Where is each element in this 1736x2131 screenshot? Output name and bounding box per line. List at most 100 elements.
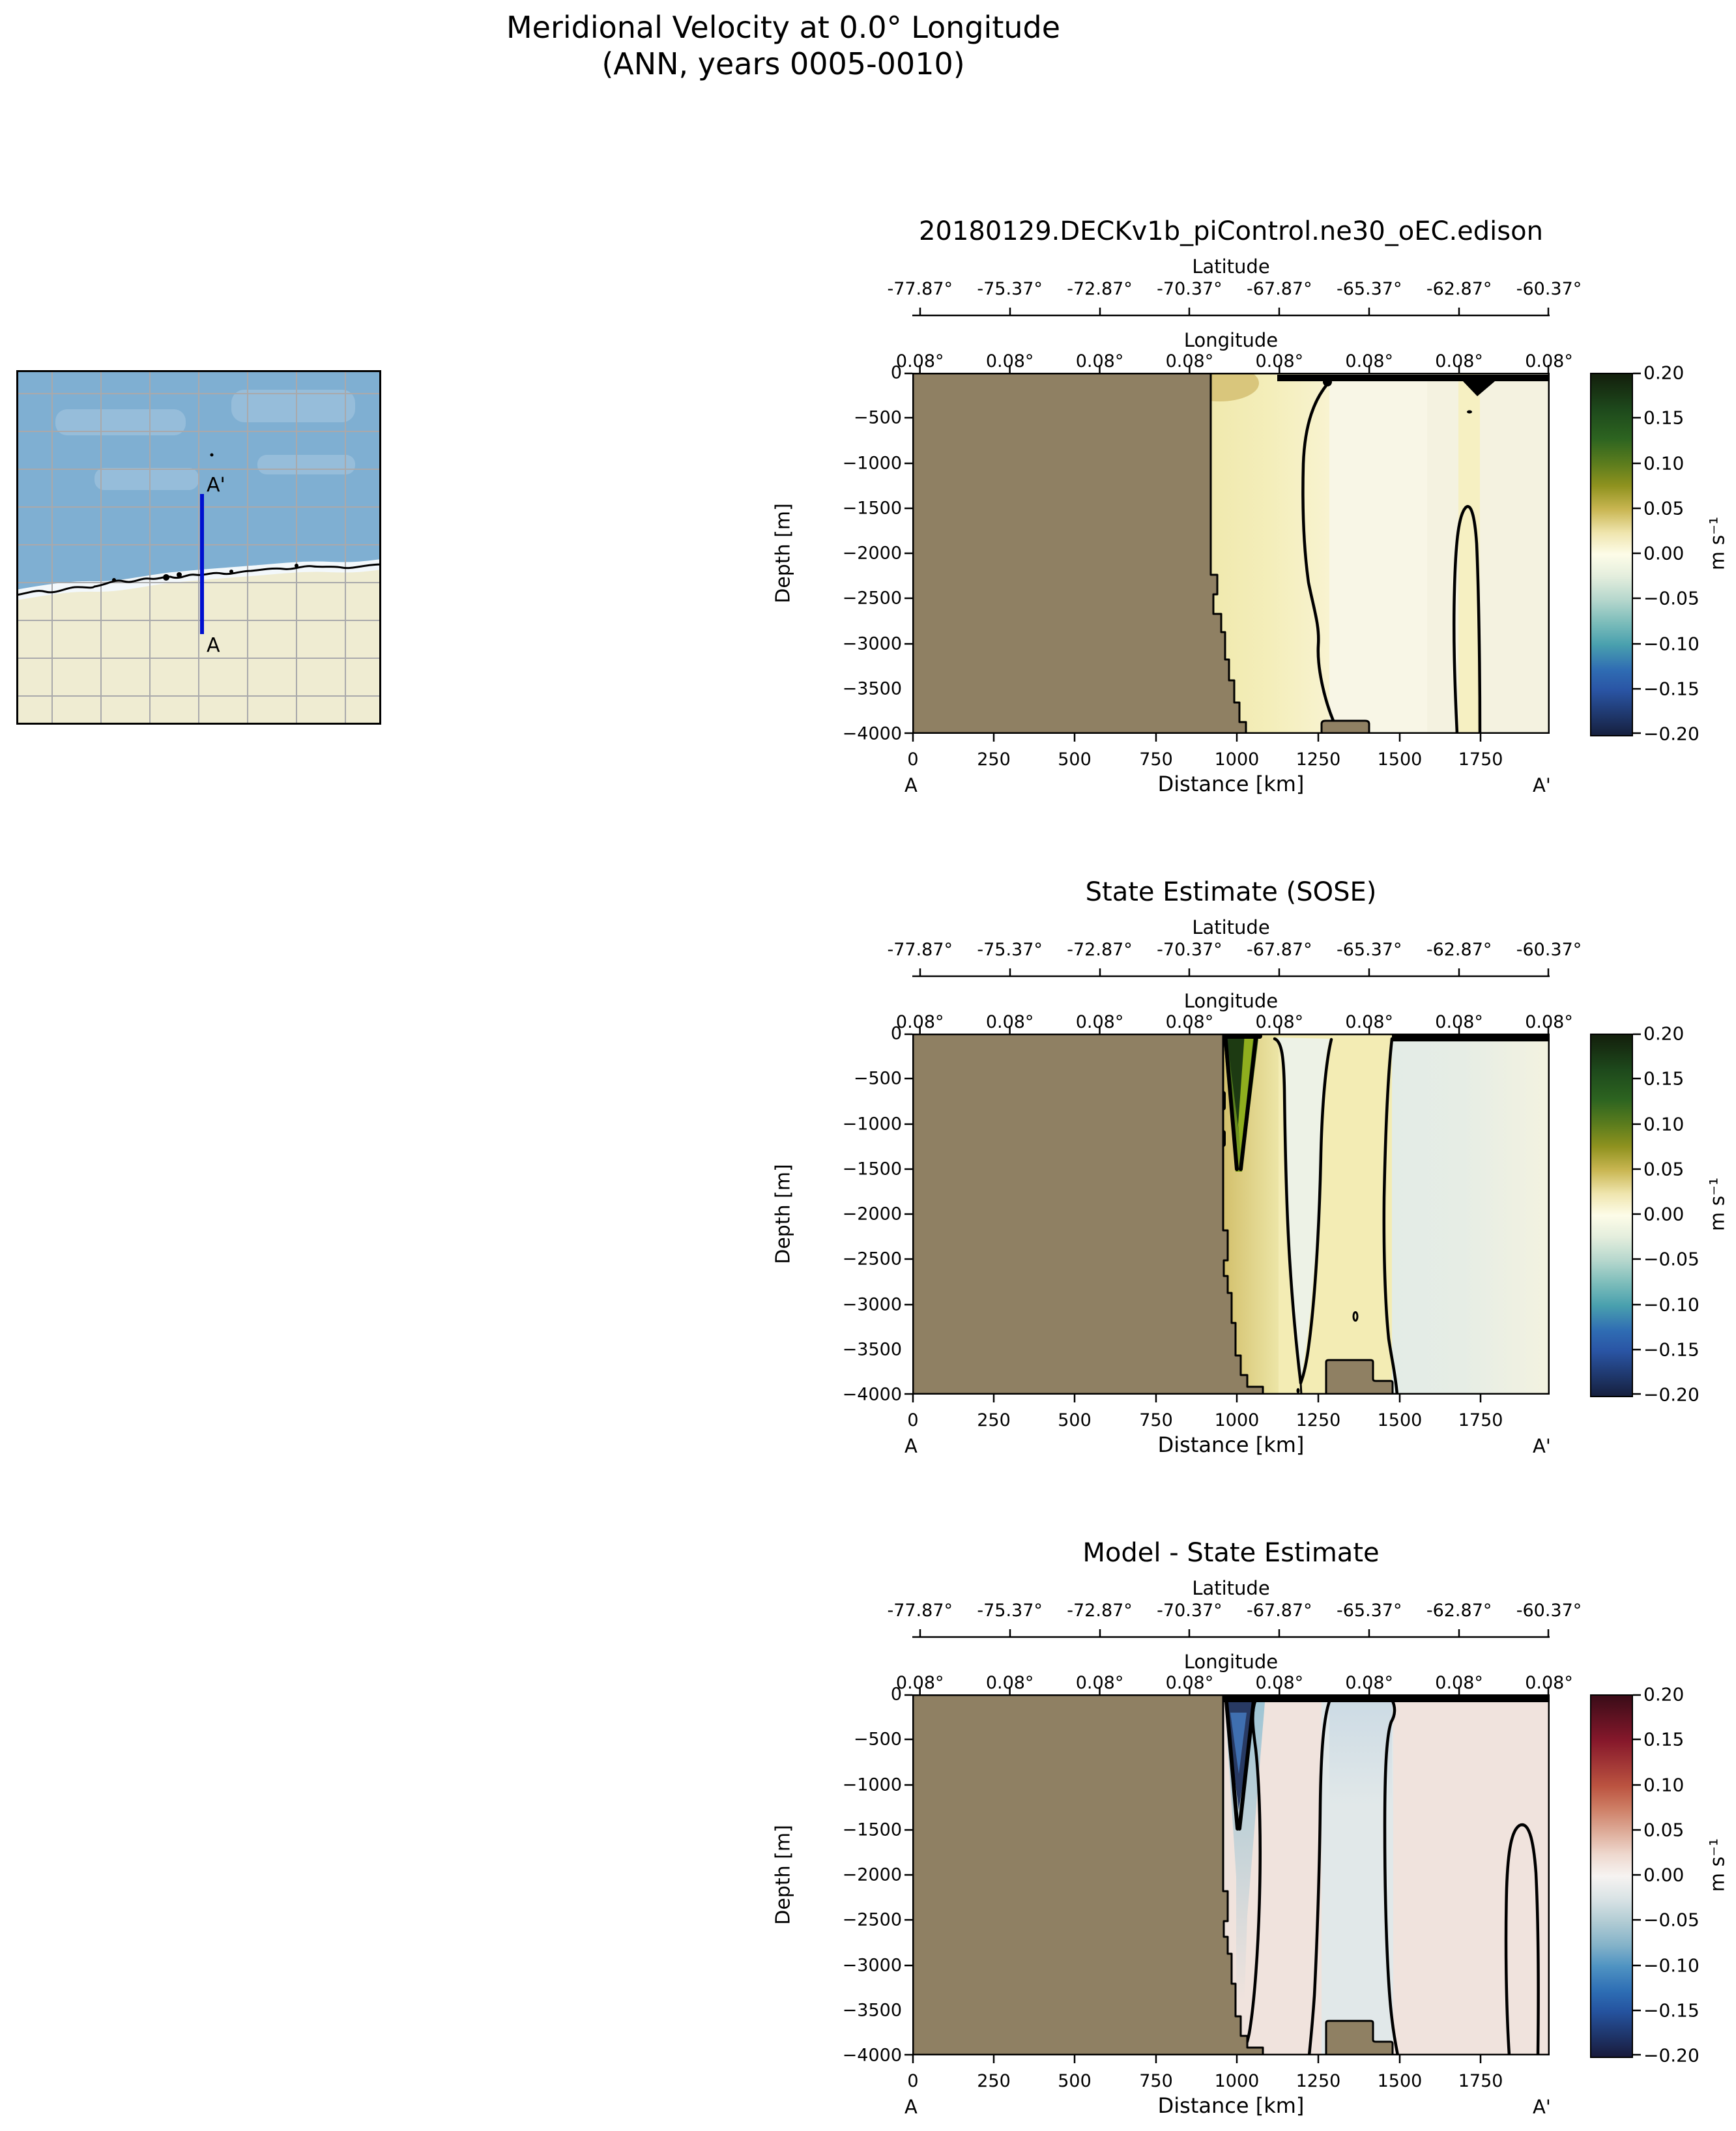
- latitude-tick-label: -67.87°: [1247, 1601, 1312, 1621]
- colorbar-tick-marks: [1633, 1694, 1641, 2056]
- map-inset: A' A: [16, 370, 381, 725]
- colorbar-tick-label: −0.20: [1643, 723, 1700, 745]
- distance-tick-label: 500: [1058, 2071, 1092, 2091]
- colorbar-tick-label: 0.00: [1643, 1203, 1685, 1225]
- section-plot-sose: [904, 1026, 1550, 1402]
- depth-tick-label: −500: [853, 1729, 902, 1750]
- surface-contour-band-sose: [1296, 1035, 1550, 1393]
- latitude-tick-label: -67.87°: [1247, 940, 1312, 960]
- latitude-tick-label: -70.37°: [1157, 940, 1222, 960]
- colorbar-tick-label: 0.10: [1643, 452, 1685, 474]
- depth-tick-label: −4000: [842, 1384, 902, 1405]
- distance-tick-label: 1750: [1458, 749, 1503, 770]
- colorbar-unit-label: m s⁻¹: [1706, 516, 1729, 571]
- colorbar-tick-label: 0.20: [1643, 1683, 1685, 1705]
- section-start-label: A: [904, 2096, 918, 2118]
- distance-tick-labels: 0 250 500 750 1000 1250 1500 1750: [907, 749, 1550, 770]
- depth-tick-labels: 0 −500 −1000 −1500 −2000 −2500 −3000 −3500 −4000: [811, 1024, 902, 1405]
- depth-tick-label: −1500: [842, 498, 902, 519]
- colorbar-tick-label: 0.10: [1643, 1113, 1685, 1135]
- map-label-a: A: [207, 634, 220, 657]
- zero-contours-model: [1301, 380, 1482, 734]
- depth-tick-label: −3500: [842, 1339, 902, 1360]
- colorbar-tick-label: −0.15: [1643, 1339, 1700, 1361]
- latitude-axis: [912, 1629, 1550, 1638]
- panel-model-title: 20180129.DECKv1b_piControl.ne30_oEC.edis…: [919, 216, 1543, 246]
- zero-contours-difference: [1237, 1698, 1540, 2055]
- depth-tick-label: −2000: [842, 1204, 902, 1225]
- depth-axis-label: Depth [m]: [772, 1164, 795, 1264]
- colorbar-tick-label: −0.05: [1643, 1909, 1700, 1931]
- colorbar-unit-label: m s⁻¹: [1706, 1177, 1729, 1232]
- colorbar-tick-label: 0.00: [1643, 1864, 1685, 1886]
- distance-axis-label: Distance [km]: [1157, 1432, 1305, 1457]
- colorbar-tick-label: −0.05: [1643, 1248, 1700, 1270]
- distance-tick-label: 1750: [1458, 2071, 1503, 2091]
- colorbar-tick-labels: 0.20 0.15 0.10 0.05 0.00 −0.05 −0.10 −0.15 −0.20: [1643, 1023, 1722, 1406]
- colorbar-tick-label: −0.05: [1643, 587, 1700, 609]
- map-border: [16, 370, 381, 725]
- depth-tick-label: 0: [890, 1023, 902, 1044]
- depth-tick-label: −4000: [842, 2045, 902, 2066]
- depth-tick-label: −2000: [842, 1864, 902, 1885]
- depth-tick-label: −2500: [842, 1909, 902, 1930]
- colorbar-tick-label: 0.20: [1643, 362, 1685, 384]
- distance-tick-label: 1000: [1214, 1410, 1260, 1430]
- depth-tick-label: −3500: [842, 2000, 902, 2021]
- depth-tick-label: 0: [890, 1684, 902, 1705]
- latitude-tick-label: -70.37°: [1157, 1601, 1222, 1621]
- latitude-tick-label: -75.37°: [977, 940, 1043, 960]
- depth-tick-label: −1000: [842, 1775, 902, 1795]
- latitude-tick-label: -60.37°: [1516, 1601, 1582, 1621]
- latitude-tick-label: -60.37°: [1516, 940, 1582, 960]
- land-mask-model: [912, 373, 1370, 734]
- latitude-tick-label: -77.87°: [887, 279, 953, 299]
- colorbar-tick-label: 0.05: [1643, 1819, 1685, 1841]
- section-end-label: A': [1533, 2096, 1551, 2118]
- section-start-label: A: [904, 774, 918, 796]
- map-coastline: [16, 563, 381, 596]
- latitude-axis: [912, 968, 1550, 978]
- depth-tick-label: −4000: [842, 723, 902, 744]
- latitude-tick-label: -62.87°: [1426, 279, 1492, 299]
- colorbar-tick-label: 0.15: [1643, 1728, 1685, 1750]
- depth-tick-label: −3000: [842, 633, 902, 654]
- distance-tick-label: 1000: [1214, 749, 1260, 770]
- colorbar-sose: [1590, 1034, 1633, 1397]
- colorbar-tick-label: 0.05: [1643, 1158, 1685, 1180]
- depth-axis-label: Depth [m]: [772, 503, 795, 603]
- depth-tick-label: −500: [853, 407, 902, 428]
- colorbar-tick-label: −0.10: [1643, 633, 1700, 655]
- colorbar-tick-label: −0.20: [1643, 2044, 1700, 2066]
- longitude-axis-label: Longitude: [1183, 1651, 1279, 1673]
- panel-difference-title: Model - State Estimate: [1082, 1538, 1380, 1568]
- colorbar-tick-label: −0.10: [1643, 1294, 1700, 1316]
- surface-contour-band-model: [1277, 375, 1550, 414]
- section-plot-model: [904, 365, 1550, 742]
- latitude-tick-label: -72.87°: [1067, 940, 1133, 960]
- distance-tick-label: 1250: [1295, 749, 1341, 770]
- longitude-axis-label: Longitude: [1183, 329, 1279, 351]
- latitude-axis-label: Latitude: [1192, 916, 1270, 938]
- colorbar-tick-label: −0.15: [1643, 1999, 1700, 2022]
- latitude-tick-label: -77.87°: [887, 1601, 953, 1621]
- map-islands: [112, 453, 298, 582]
- distance-tick-label: 0: [907, 1410, 919, 1430]
- map-ocean-highlights: [55, 390, 355, 490]
- depth-tick-label: −3500: [842, 678, 902, 699]
- depth-tick-label: 0: [890, 362, 902, 383]
- distance-tick-label: 1500: [1377, 1410, 1423, 1430]
- depth-tick-labels: 0 −500 −1000 −1500 −2000 −2500 −3000 −3500 −4000: [811, 1685, 902, 2066]
- latitude-tick-label: -67.87°: [1247, 279, 1312, 299]
- latitude-tick-label: -60.37°: [1516, 279, 1582, 299]
- colorbar-tick-label: 0.15: [1643, 407, 1685, 429]
- distance-tick-label: 750: [1139, 749, 1173, 770]
- section-end-label: A': [1533, 1435, 1551, 1457]
- colorbar-model: [1590, 373, 1633, 736]
- colorbar-tick-labels: 0.20 0.15 0.10 0.05 0.00 −0.05 −0.10 −0.15 −0.20: [1643, 1684, 1722, 2066]
- plot-border: [912, 373, 1550, 734]
- latitude-tick-labels: -77.87° -75.37° -72.87° -70.37° -67.87° -65.3…: [887, 1601, 1582, 1621]
- distance-tick-label: 750: [1139, 1410, 1173, 1430]
- distance-tick-label: 500: [1058, 749, 1092, 770]
- depth-tick-label: −3000: [842, 1294, 902, 1315]
